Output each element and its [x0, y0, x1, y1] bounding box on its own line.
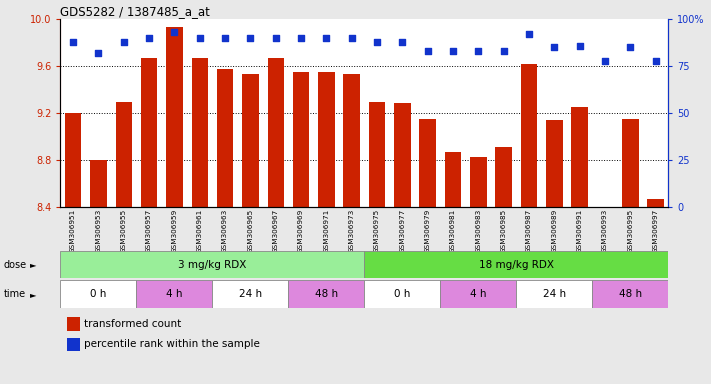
- Bar: [137, 280, 213, 308]
- Point: [194, 35, 205, 41]
- Bar: [242, 74, 259, 207]
- Bar: [546, 120, 562, 207]
- Bar: [445, 152, 461, 207]
- Text: 4 h: 4 h: [470, 289, 486, 299]
- Bar: [60, 251, 364, 278]
- Bar: [369, 101, 385, 207]
- Bar: [289, 280, 364, 308]
- Point: [422, 48, 434, 54]
- Text: 0 h: 0 h: [90, 289, 107, 299]
- Bar: [622, 119, 638, 207]
- Point: [295, 35, 306, 41]
- Bar: [217, 69, 233, 207]
- Bar: [648, 199, 664, 207]
- Bar: [191, 58, 208, 207]
- Point: [220, 35, 231, 41]
- Text: transformed count: transformed count: [83, 319, 181, 329]
- Bar: [318, 72, 335, 207]
- Bar: [394, 103, 411, 207]
- Point: [523, 31, 535, 37]
- Point: [473, 48, 484, 54]
- Text: 48 h: 48 h: [315, 289, 338, 299]
- Point: [498, 48, 509, 54]
- Bar: [440, 280, 516, 308]
- Point: [144, 35, 155, 41]
- Text: 24 h: 24 h: [542, 289, 566, 299]
- Bar: [470, 157, 486, 207]
- Bar: [267, 58, 284, 207]
- Bar: [60, 280, 137, 308]
- Point: [245, 35, 256, 41]
- Point: [447, 48, 459, 54]
- Point: [118, 39, 129, 45]
- Point: [625, 45, 636, 51]
- Bar: [419, 119, 436, 207]
- Bar: [67, 338, 80, 351]
- Text: 24 h: 24 h: [239, 289, 262, 299]
- Bar: [65, 113, 81, 207]
- Bar: [166, 27, 183, 207]
- Point: [346, 35, 358, 41]
- Point: [92, 50, 104, 56]
- Text: percentile rank within the sample: percentile rank within the sample: [83, 339, 260, 349]
- Text: dose: dose: [4, 260, 27, 270]
- Bar: [592, 280, 668, 308]
- Bar: [141, 58, 157, 207]
- Bar: [364, 280, 440, 308]
- Bar: [572, 108, 588, 207]
- Point: [574, 43, 585, 49]
- Bar: [343, 74, 360, 207]
- Point: [371, 39, 383, 45]
- Text: 0 h: 0 h: [394, 289, 410, 299]
- Point: [650, 58, 661, 64]
- Bar: [213, 280, 289, 308]
- Bar: [293, 72, 309, 207]
- Bar: [115, 101, 132, 207]
- Point: [270, 35, 282, 41]
- Text: ►: ►: [30, 260, 36, 269]
- Point: [68, 39, 79, 45]
- Point: [321, 35, 332, 41]
- Text: 48 h: 48 h: [619, 289, 642, 299]
- Point: [397, 39, 408, 45]
- Bar: [90, 160, 107, 207]
- Bar: [516, 280, 592, 308]
- Text: 4 h: 4 h: [166, 289, 183, 299]
- Text: 3 mg/kg RDX: 3 mg/kg RDX: [178, 260, 247, 270]
- Bar: [520, 64, 538, 207]
- Point: [169, 29, 180, 35]
- Text: 18 mg/kg RDX: 18 mg/kg RDX: [479, 260, 554, 270]
- Text: GDS5282 / 1387485_a_at: GDS5282 / 1387485_a_at: [60, 5, 210, 18]
- Text: time: time: [4, 289, 26, 299]
- Bar: [496, 147, 512, 207]
- Point: [599, 58, 611, 64]
- Text: ►: ►: [30, 290, 36, 299]
- Bar: [67, 317, 80, 331]
- Point: [549, 45, 560, 51]
- Bar: [364, 251, 668, 278]
